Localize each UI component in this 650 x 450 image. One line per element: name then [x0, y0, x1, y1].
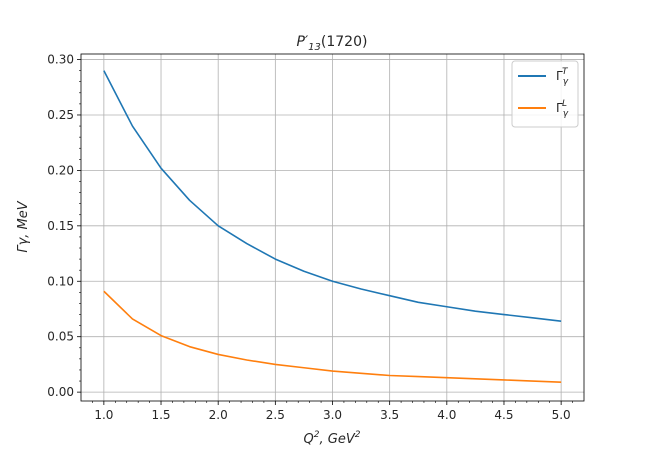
y-tick-label: 0.10 — [47, 274, 74, 288]
x-tick-label: 1.5 — [151, 408, 170, 422]
x-tick-label: 4.5 — [494, 408, 513, 422]
legend-box — [511, 60, 579, 128]
series-line-longitudinal — [103, 290, 562, 383]
x-tick-label: 1.0 — [94, 408, 113, 422]
chart-title: P′13(1720) — [297, 34, 368, 53]
y-axis-label: Γγ, MeV — [16, 200, 31, 252]
y-tick-label: 0.20 — [47, 163, 74, 177]
y-tick-label: 0.30 — [47, 53, 74, 67]
series-layer — [103, 70, 562, 383]
y-tick-label: 0.25 — [47, 108, 74, 122]
x-tick-label: 2.5 — [266, 408, 285, 422]
y-tick-label: 0.00 — [47, 385, 74, 399]
y-tick-label: 0.05 — [47, 330, 74, 344]
legend-label-longitudinal: ΓγL — [556, 99, 569, 119]
x-tick-label: 3.5 — [380, 408, 399, 422]
y-tick-label: 0.15 — [47, 219, 74, 233]
x-tick-label: 3.0 — [323, 408, 342, 422]
x-axis-label: Q2, GeV2 — [304, 430, 361, 447]
legend: ΓγT ΓγL — [511, 60, 579, 128]
series-line-transverse — [103, 70, 562, 322]
legend-label-transverse: ΓγT — [556, 67, 569, 87]
ticks: 1.0 1.5 2.0 2.5 3.0 3.5 4.0 4.5 5.0 0.00 0.05 0.10 0… — [47, 53, 573, 422]
x-tick-label: 4.0 — [437, 408, 456, 422]
x-tick-label: 2.0 — [209, 408, 228, 422]
x-tick-label: 5.0 — [552, 408, 571, 422]
